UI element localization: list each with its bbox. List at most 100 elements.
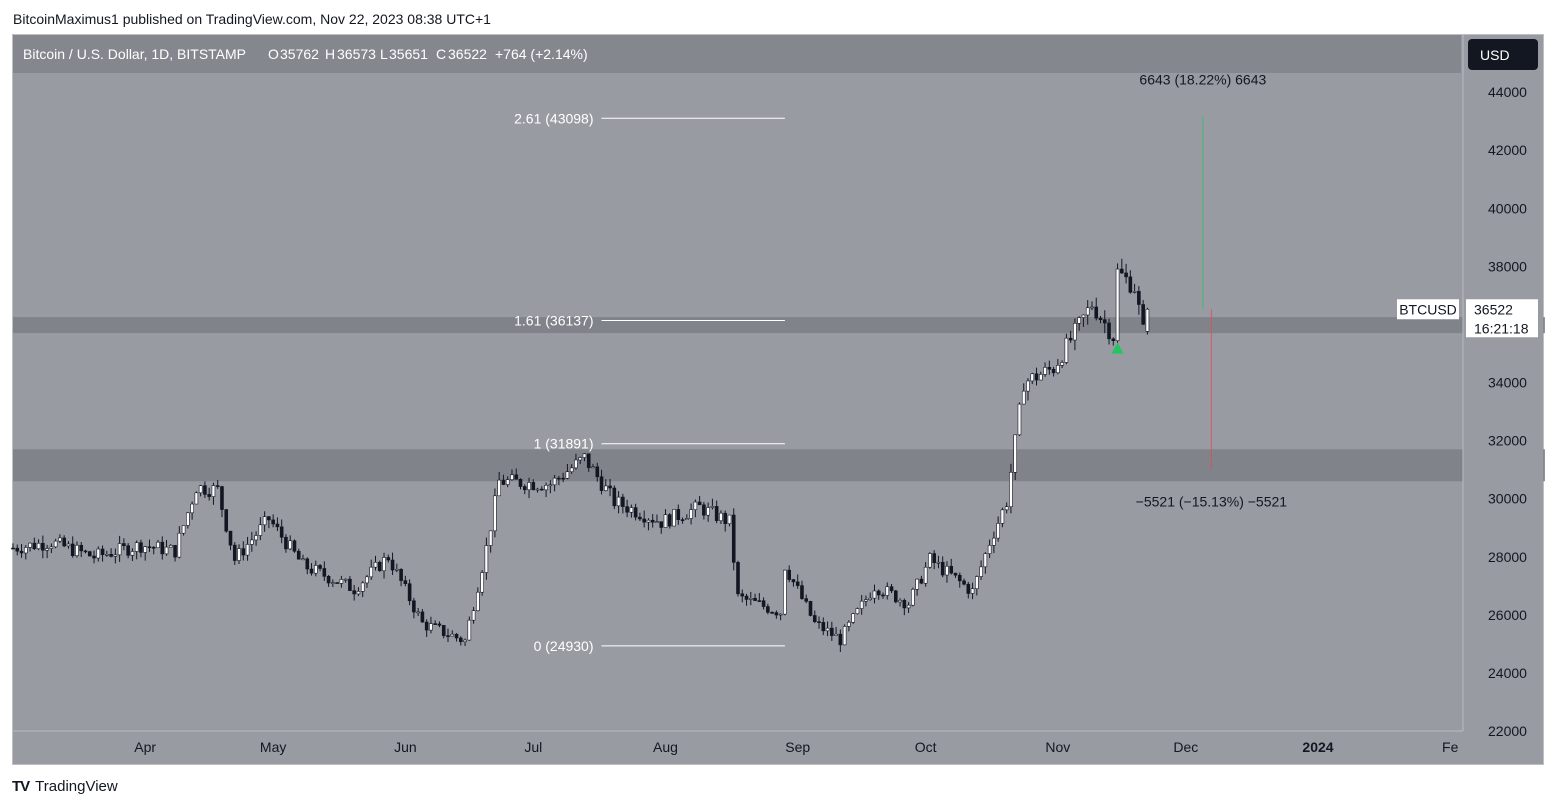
candle-body (1047, 367, 1052, 370)
candle-body (885, 586, 890, 596)
candle-body (463, 639, 467, 643)
time-tick-label: Jul (524, 739, 542, 755)
candle-body (66, 543, 71, 547)
price-tick-label: 34000 (1488, 375, 1527, 391)
currency-button[interactable] (1468, 39, 1538, 70)
chart-frame[interactable] (12, 34, 1544, 765)
candle-body (156, 541, 160, 549)
candle-body (352, 590, 356, 595)
currency-button-label[interactable]: USD (1480, 47, 1510, 63)
candle-body (902, 599, 907, 609)
time-axis-background[interactable] (13, 731, 1463, 764)
candle-body (830, 627, 834, 636)
candle-body (1141, 304, 1145, 325)
candle-body (480, 572, 484, 593)
candle-body (45, 548, 49, 551)
candle-body (143, 546, 148, 553)
legend-c-value: 36522 (448, 46, 487, 62)
candle-body (79, 544, 84, 552)
candle-body (629, 507, 634, 513)
candle-body (872, 590, 877, 599)
candle-body (748, 598, 753, 600)
candle-body (800, 585, 804, 599)
candle-body (970, 588, 975, 594)
time-tick-label: Apr (134, 739, 156, 755)
price-axis: 2200024000260002800030000320003400036000… (1462, 35, 1543, 739)
candle-body (420, 611, 425, 623)
candle-body (412, 600, 416, 613)
candle-body (821, 622, 826, 632)
candle-body (770, 612, 774, 614)
candle-body (488, 530, 493, 546)
candle-body (377, 561, 382, 572)
candle-body (727, 514, 732, 524)
last-price-tag (1466, 299, 1538, 338)
candle-body (228, 530, 233, 546)
candle-body (28, 542, 32, 548)
candle-body (1060, 362, 1064, 366)
measure-label: −5521 (−15.13%) −5521 (1136, 494, 1288, 510)
candle-body (996, 523, 1000, 539)
candle-body (535, 488, 540, 491)
candle-body (522, 486, 527, 491)
candle-body (484, 545, 489, 573)
candle-body (940, 561, 945, 576)
candle-body (41, 542, 45, 551)
time-tick-label: Aug (653, 739, 678, 755)
candle-body (987, 545, 992, 554)
candle-body (493, 495, 497, 532)
candle-body (267, 516, 271, 521)
candle-body (241, 548, 246, 556)
candle-body (552, 477, 557, 486)
candle-body (301, 558, 305, 561)
legend-h-value: 36573 (337, 46, 376, 62)
candle-body (407, 583, 412, 602)
candle-body (616, 496, 621, 507)
candle-body (774, 612, 779, 616)
candle-body (714, 506, 719, 521)
candle-body (339, 579, 344, 584)
marker-layer (1111, 342, 1124, 354)
candle-body (911, 588, 915, 606)
candle-body (936, 561, 941, 564)
candle-body (1013, 434, 1018, 473)
candle-body (1128, 276, 1133, 293)
brand-name: TradingView (35, 778, 118, 795)
legend-change: +764 (+2.14%) (495, 46, 588, 62)
brand-footer[interactable]: TV TradingView (12, 778, 118, 795)
price-tick-label: 26000 (1488, 607, 1527, 623)
candle-body (262, 516, 267, 526)
candle-body (591, 466, 595, 469)
price-tick-label: 28000 (1488, 549, 1527, 565)
candle-body (693, 501, 698, 510)
candle-body (70, 543, 75, 556)
candle-body (437, 623, 442, 626)
candle-body (177, 532, 182, 558)
candle-body (915, 578, 919, 590)
candle-body (723, 512, 728, 524)
candle-body (842, 626, 847, 646)
candle-body (130, 551, 135, 556)
candle-body (348, 578, 352, 591)
candle-body (966, 583, 971, 594)
time-tick-label: May (260, 739, 286, 755)
candle-body (343, 578, 348, 581)
candle-body (134, 542, 139, 552)
candle-body (975, 576, 979, 589)
candle-body (292, 540, 297, 552)
candle-body (151, 546, 156, 549)
candle-body (313, 565, 318, 574)
candle-body (11, 547, 15, 550)
candle-body (288, 540, 293, 550)
candle-body (279, 526, 284, 538)
candle-body (190, 503, 194, 514)
fib-label: 2.61 (43098) (514, 110, 593, 126)
candle-body (599, 476, 604, 491)
candle-body (356, 591, 361, 595)
candle-body (569, 467, 574, 473)
price-axis-background[interactable] (1463, 35, 1543, 731)
candle-body (365, 576, 369, 584)
legend-o-value: 35762 (280, 46, 319, 62)
candle-body (1094, 306, 1099, 319)
